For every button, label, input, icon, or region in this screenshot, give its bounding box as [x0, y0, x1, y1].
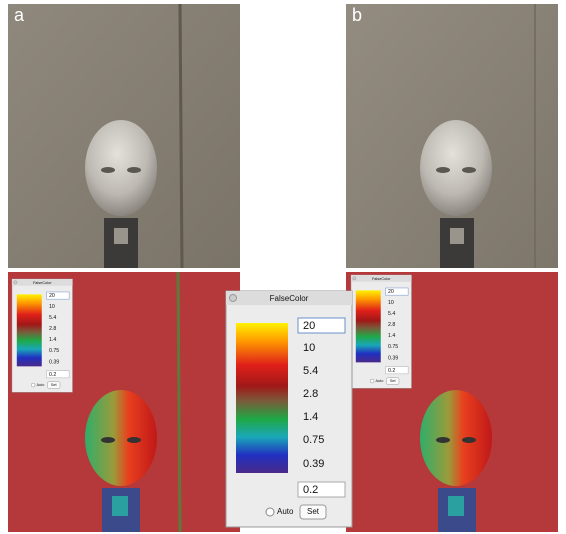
falsecolor-dialog: FalseColor 20 10 5.4 2.8 1.4 0.75 0.39 0.2 Auto Se… — [226, 291, 352, 527]
figure: a b FalseColor 20 10 5.4 2.8 1.4 0.75 0.39 0.2 Au… — [0, 0, 566, 534]
scale-label: 0.39 — [49, 359, 59, 365]
max-value: 20 — [49, 293, 55, 299]
max-value: 20 — [303, 320, 315, 332]
set-label: Set — [390, 379, 397, 383]
scale-label: 2.8 — [388, 322, 395, 328]
scale-label: 5.4 — [49, 315, 56, 321]
small-dialog-b: FalseColor 20 10 5.4 2.8 1.4 0.75 0.39 0.2 Auto Se… — [351, 275, 411, 388]
auto-label: Auto — [277, 507, 294, 516]
min-value: 0.2 — [388, 368, 395, 374]
panel-label: b — [352, 5, 362, 25]
auto-radio[interactable] — [370, 379, 374, 383]
small-dialog-a: FalseColor 20 10 5.4 2.8 1.4 0.75 0.39 0.2 Auto Se… — [12, 279, 72, 392]
scale-label: 0.75 — [388, 344, 398, 350]
set-label: Set — [307, 507, 320, 516]
auto-radio[interactable] — [31, 383, 35, 387]
scale-label: 2.8 — [49, 326, 56, 332]
scale-label: 10 — [303, 342, 315, 354]
scale-label: 0.39 — [303, 458, 324, 470]
set-label: Set — [51, 383, 58, 387]
color-bar — [236, 323, 288, 473]
color-bar — [17, 294, 42, 366]
scale-label: 0.75 — [303, 434, 324, 446]
scale-label: 10 — [49, 304, 55, 310]
close-button[interactable] — [14, 281, 17, 284]
panel-label: a — [14, 5, 25, 25]
scale-label: 5.4 — [388, 311, 395, 317]
dialog-title: FalseColor — [33, 281, 52, 285]
scale-label: 1.4 — [303, 411, 318, 423]
scale-label: 0.75 — [49, 348, 59, 354]
min-value: 0.2 — [303, 484, 318, 496]
close-button[interactable] — [230, 295, 237, 302]
scale-label: 0.39 — [388, 355, 398, 361]
scale-label: 1.4 — [49, 337, 56, 343]
photo-a — [8, 4, 240, 268]
color-bar — [356, 290, 381, 362]
auto-label: Auto — [36, 383, 44, 387]
scale-label: 10 — [388, 300, 394, 306]
auto-label: Auto — [375, 379, 383, 383]
auto-radio[interactable] — [266, 508, 274, 516]
close-button[interactable] — [353, 277, 356, 280]
dialog-title: FalseColor — [270, 294, 309, 303]
scale-label: 5.4 — [303, 365, 318, 377]
photo-b — [346, 4, 558, 268]
max-value: 20 — [388, 289, 394, 295]
scale-label: 2.8 — [303, 388, 318, 400]
scale-label: 1.4 — [388, 333, 395, 339]
dialog-title: FalseColor — [372, 277, 391, 281]
min-value: 0.2 — [49, 372, 56, 378]
